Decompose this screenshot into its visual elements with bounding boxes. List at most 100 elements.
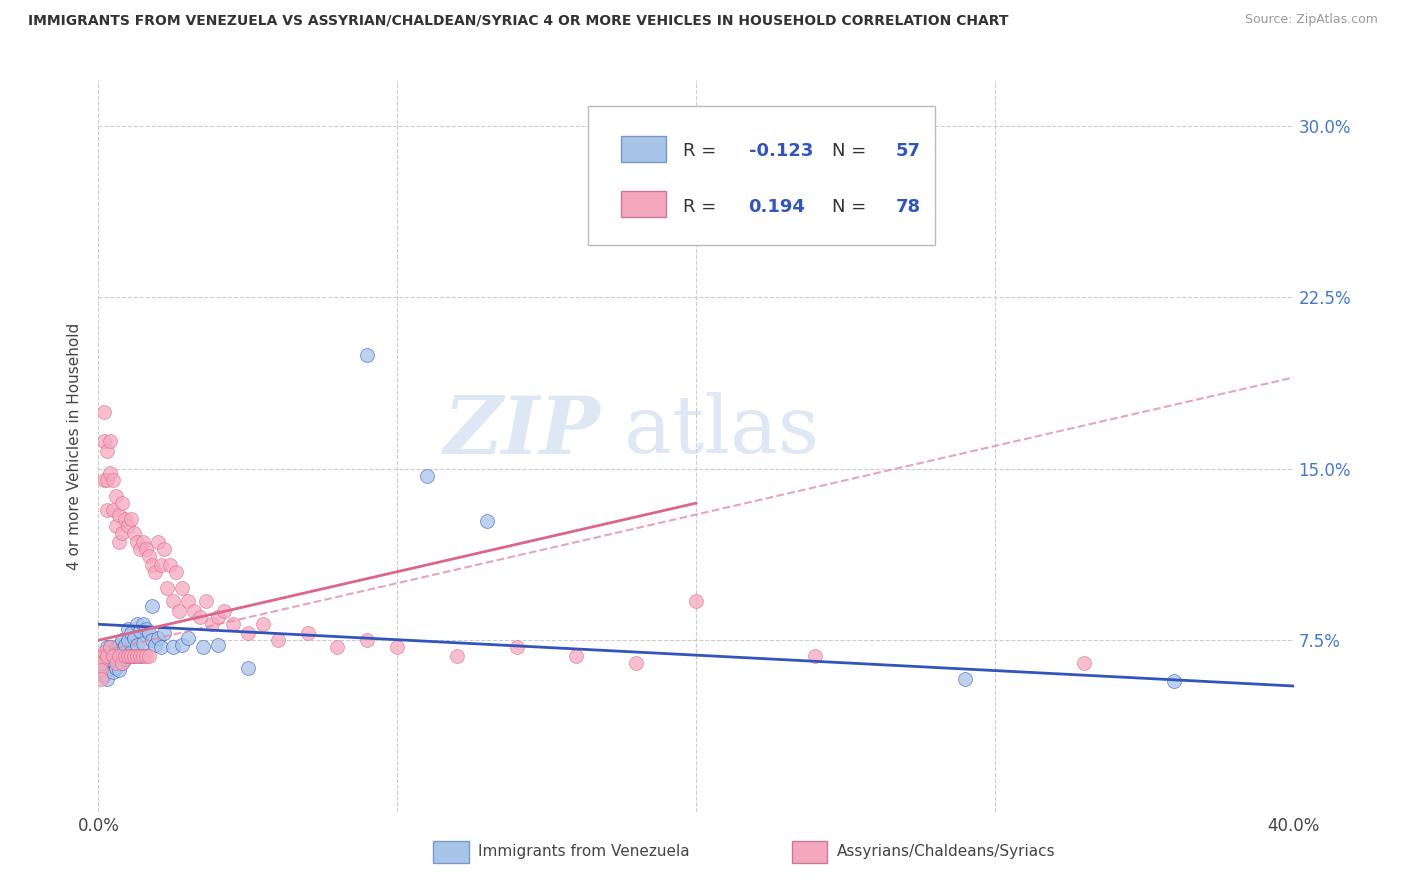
Text: N =: N =	[832, 142, 872, 161]
Point	[90, 663, 112, 677]
Point	[177, 594, 200, 608]
Text: ZIP: ZIP	[443, 392, 600, 470]
Point	[153, 541, 176, 556]
Point	[93, 656, 115, 670]
Point	[475, 515, 498, 529]
Point	[114, 649, 136, 664]
Point	[100, 661, 122, 675]
Point	[111, 496, 134, 510]
Text: IMMIGRANTS FROM VENEZUELA VS ASSYRIAN/CHALDEAN/SYRIAC 4 OR MORE VEHICLES IN HOUS: IMMIGRANTS FROM VENEZUELA VS ASSYRIAN/CH…	[28, 13, 1008, 28]
FancyBboxPatch shape	[620, 191, 666, 218]
Text: R =: R =	[683, 142, 721, 161]
Point	[183, 603, 205, 617]
Point	[207, 610, 229, 624]
Point	[506, 640, 529, 655]
Point	[111, 633, 134, 648]
Point	[127, 638, 149, 652]
Point	[90, 663, 112, 677]
Point	[416, 468, 439, 483]
Text: 78: 78	[896, 197, 921, 216]
Point	[132, 535, 155, 549]
Point	[127, 535, 149, 549]
Point	[626, 656, 648, 670]
Point	[143, 565, 166, 579]
Point	[201, 617, 224, 632]
Point	[236, 661, 259, 675]
Point	[120, 512, 142, 526]
Point	[124, 649, 146, 664]
Point	[108, 649, 131, 664]
Point	[207, 638, 229, 652]
Point	[141, 599, 163, 613]
Point	[90, 649, 112, 664]
Point	[148, 535, 170, 549]
Point	[356, 633, 378, 648]
Point	[105, 519, 128, 533]
Point	[90, 656, 112, 670]
Point	[108, 535, 131, 549]
Text: 0.194: 0.194	[748, 197, 806, 216]
Point	[111, 656, 134, 670]
Point	[565, 649, 588, 664]
Point	[103, 649, 125, 664]
Point	[138, 549, 160, 563]
Text: -0.123: -0.123	[748, 142, 813, 161]
Point	[150, 640, 173, 655]
Point	[105, 489, 128, 503]
Text: Immigrants from Venezuela: Immigrants from Venezuela	[478, 845, 690, 860]
Point	[191, 640, 214, 655]
Point	[138, 626, 160, 640]
Point	[127, 649, 149, 664]
Point	[100, 640, 122, 655]
Point	[252, 617, 274, 632]
Point	[90, 656, 112, 670]
Point	[90, 672, 112, 686]
Point	[222, 617, 245, 632]
Point	[356, 347, 378, 362]
Point	[953, 672, 976, 686]
Point	[105, 651, 128, 665]
Point	[212, 603, 235, 617]
Point	[96, 443, 118, 458]
Point	[105, 661, 128, 675]
Text: Assyrians/Chaldeans/Syriacs: Assyrians/Chaldeans/Syriacs	[837, 845, 1056, 860]
Point	[120, 645, 142, 659]
Text: Source: ZipAtlas.com: Source: ZipAtlas.com	[1244, 13, 1378, 27]
Point	[135, 622, 157, 636]
Point	[103, 665, 125, 680]
Point	[100, 434, 122, 449]
Point	[117, 649, 139, 664]
Point	[804, 649, 827, 664]
Point	[96, 473, 118, 487]
Point	[129, 649, 152, 664]
Point	[117, 519, 139, 533]
FancyBboxPatch shape	[588, 106, 935, 245]
Point	[153, 626, 176, 640]
Point	[162, 594, 184, 608]
Point	[96, 649, 118, 664]
Point	[297, 626, 319, 640]
Point	[124, 525, 146, 540]
Point	[132, 635, 155, 649]
Point	[129, 649, 152, 664]
Point	[141, 633, 163, 648]
Point	[93, 434, 115, 449]
Point	[177, 631, 200, 645]
Point	[159, 558, 181, 572]
Point	[326, 640, 349, 655]
Y-axis label: 4 or more Vehicles in Household: 4 or more Vehicles in Household	[67, 322, 83, 570]
Point	[124, 631, 146, 645]
FancyBboxPatch shape	[792, 841, 827, 863]
Point	[188, 610, 211, 624]
Point	[111, 525, 134, 540]
Point	[195, 594, 218, 608]
Point	[100, 467, 122, 481]
Point	[96, 640, 118, 655]
Point	[103, 473, 125, 487]
Point	[132, 649, 155, 664]
Point	[236, 626, 259, 640]
Point	[117, 622, 139, 636]
FancyBboxPatch shape	[433, 841, 470, 863]
Point	[108, 508, 131, 522]
Point	[385, 640, 409, 655]
